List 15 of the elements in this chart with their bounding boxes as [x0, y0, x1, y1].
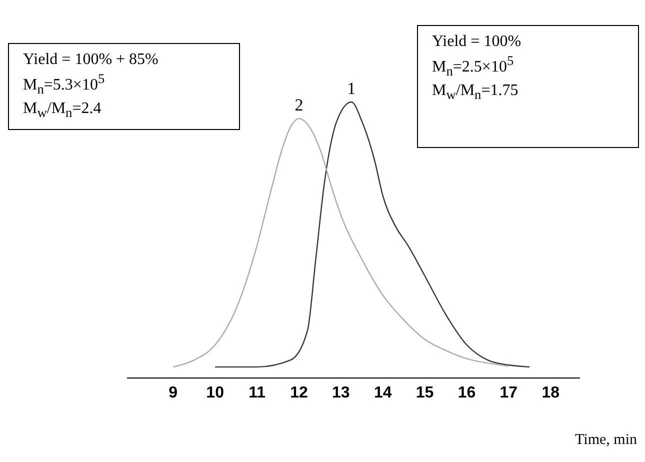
x-tick-label: 9: [168, 384, 178, 402]
x-tick-label: 10: [206, 384, 224, 402]
x-axis-title: Time, min: [575, 432, 637, 449]
x-tick-label: 13: [332, 384, 350, 402]
x-tick-label: 16: [458, 384, 476, 402]
x-tick-label: 12: [290, 384, 308, 402]
x-tick-label: 15: [416, 384, 434, 402]
series-label: 2: [294, 96, 304, 115]
x-tick-label: 11: [248, 384, 266, 402]
x-tick-label: 17: [500, 384, 518, 402]
text-box: Yield = 100% M$_{n}$=2.5×10$^{5}$ M$_{w}$/M$_{n}$=1.75: [417, 25, 639, 148]
text-box: Yield = 100% + 85% M$_{n}$=5.3×10$^{5}$ M$_{w}$/M$_{n}$=2.4: [8, 43, 240, 130]
x-tick-label: 14: [374, 384, 392, 402]
series-label: 1: [347, 79, 356, 98]
x-tick-label: 18: [542, 384, 560, 402]
